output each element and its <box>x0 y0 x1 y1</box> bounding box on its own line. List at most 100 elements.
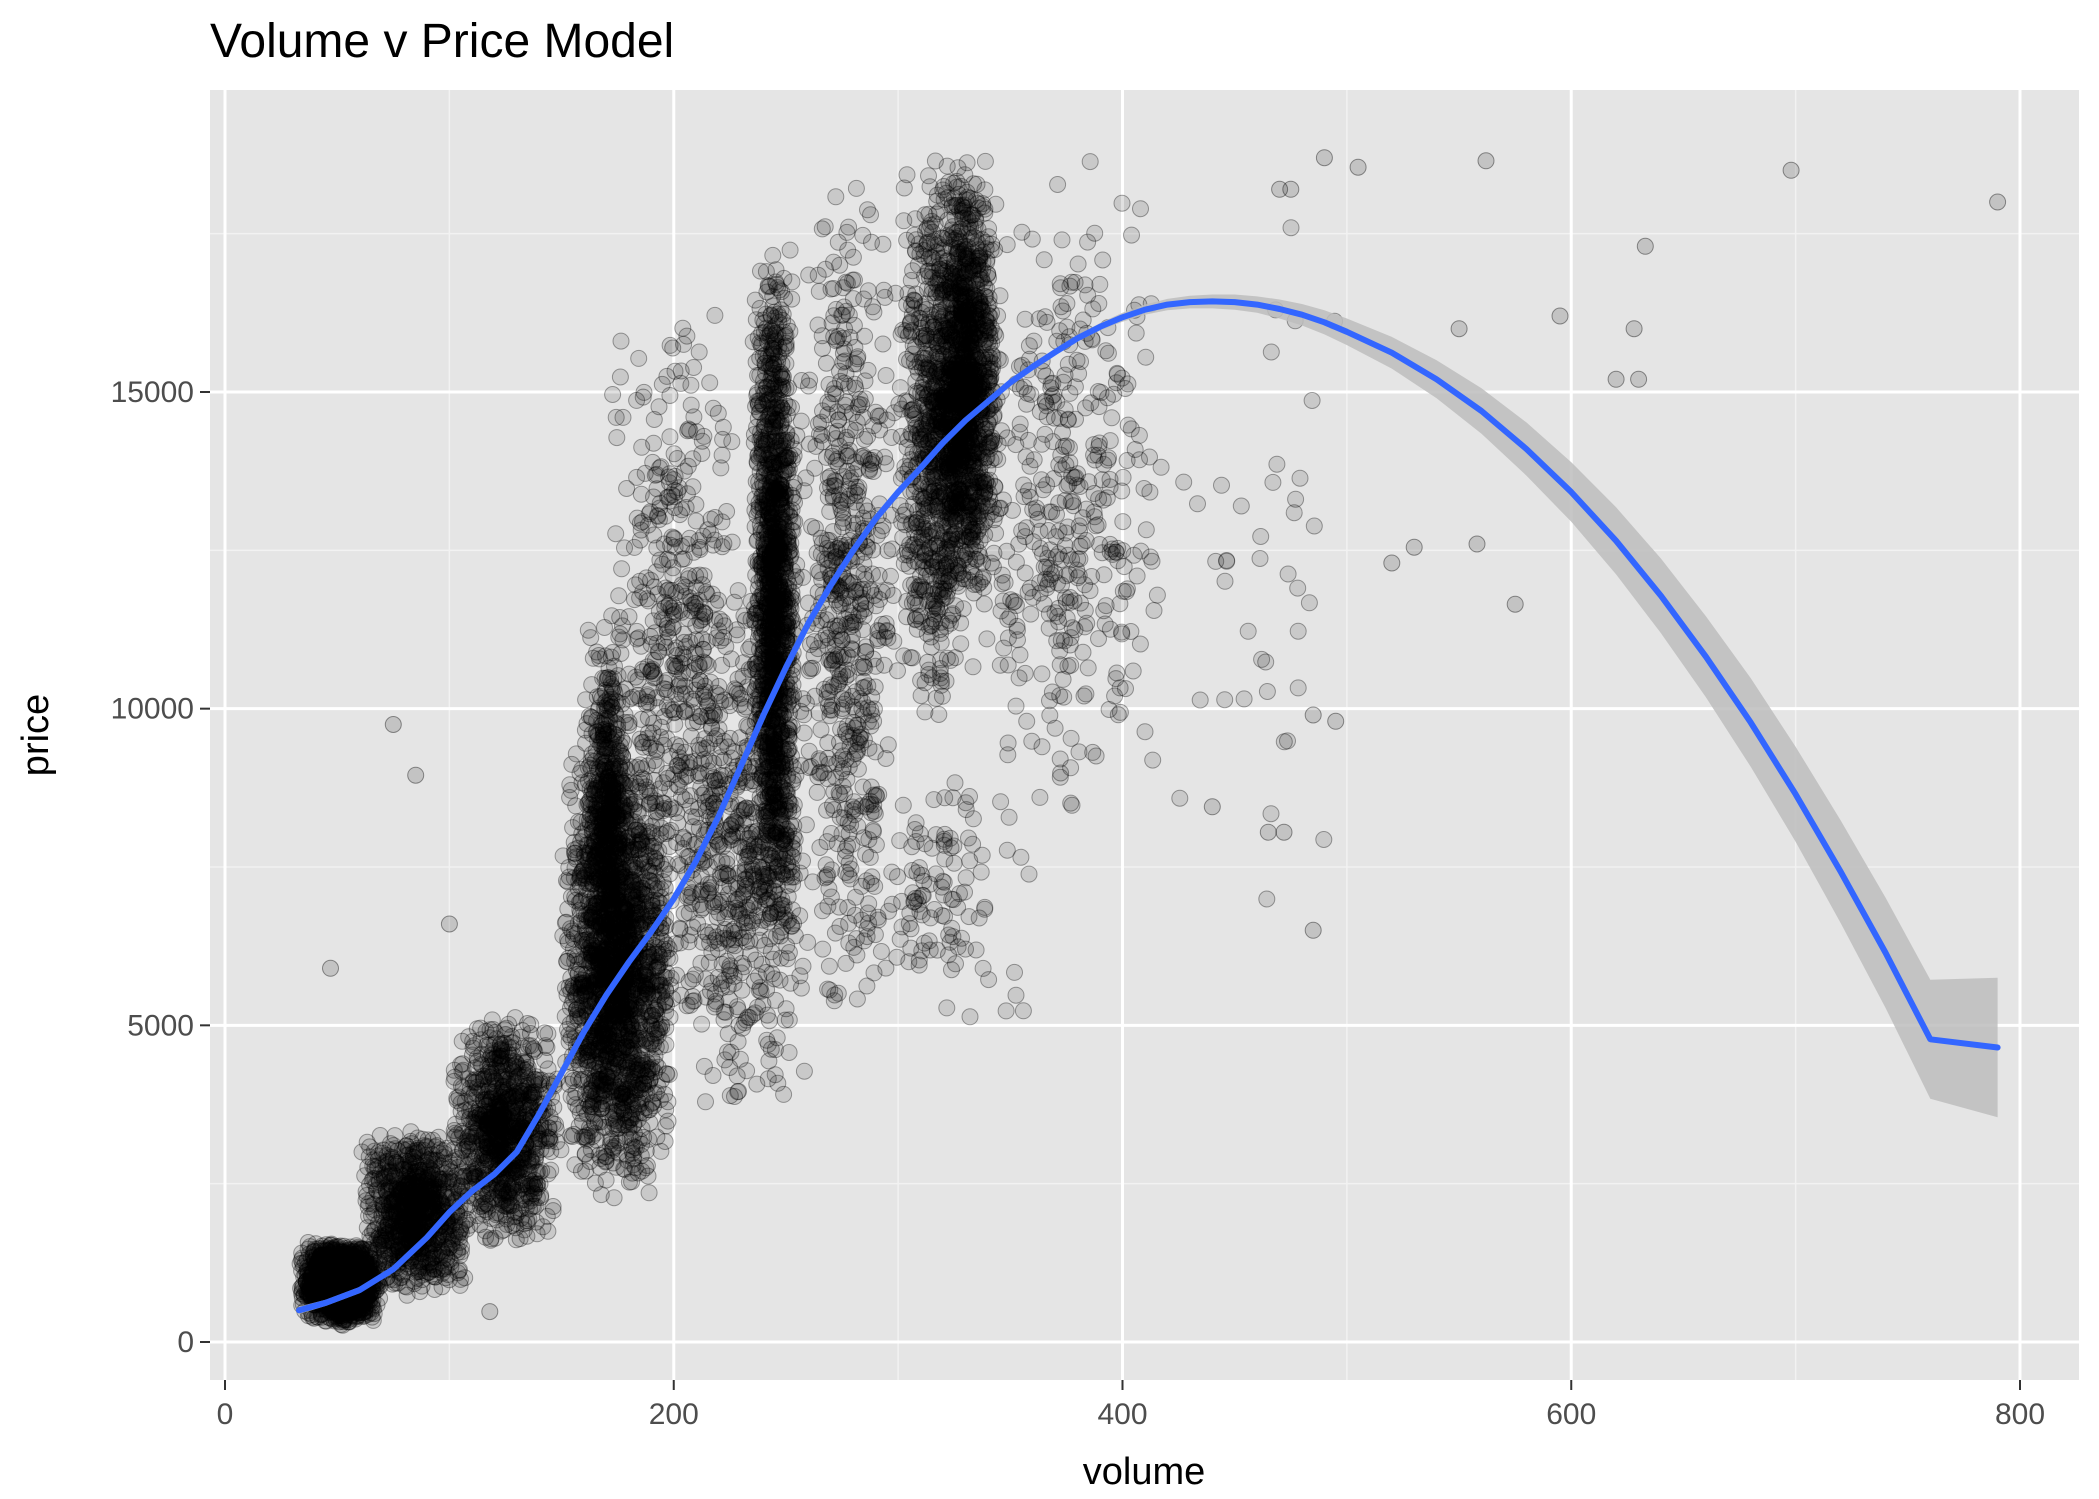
data-point <box>331 1305 349 1323</box>
data-point <box>346 1303 364 1321</box>
data-point <box>335 1254 353 1271</box>
data-point <box>328 1275 346 1293</box>
data-point <box>507 1055 525 1073</box>
data-point <box>336 1265 354 1283</box>
data-point <box>460 1133 478 1151</box>
data-point <box>633 1135 651 1153</box>
data-point <box>308 1269 326 1286</box>
data-point <box>402 1132 420 1150</box>
data-point <box>325 1303 343 1321</box>
data-point <box>475 1205 493 1223</box>
data-point <box>361 1261 379 1279</box>
data-point <box>481 1093 498 1111</box>
data-point <box>460 1085 478 1103</box>
data-point <box>322 1252 340 1269</box>
data-point <box>419 1131 437 1149</box>
data-point <box>324 1261 342 1278</box>
data-point <box>506 1214 524 1232</box>
data-point <box>358 1254 376 1272</box>
data-point <box>323 1269 341 1287</box>
data-point <box>334 1303 352 1321</box>
data-point <box>339 1273 357 1291</box>
data-point <box>350 1304 368 1322</box>
data-point <box>656 1133 674 1150</box>
data-point <box>311 1259 329 1277</box>
data-point <box>334 1254 351 1271</box>
data-point <box>445 1072 463 1090</box>
data-point <box>492 1050 509 1068</box>
data-point <box>419 1254 437 1271</box>
data-point <box>453 1032 471 1050</box>
data-point <box>645 1025 663 1043</box>
data-point <box>327 1254 345 1272</box>
data-point <box>340 1304 358 1322</box>
data-point <box>331 1269 349 1287</box>
data-point <box>322 1276 340 1293</box>
data-point <box>349 1303 367 1321</box>
data-point <box>501 1107 519 1125</box>
data-point <box>322 1244 340 1262</box>
data-point <box>300 1273 317 1291</box>
data-point <box>339 1252 357 1270</box>
data-point <box>498 1197 516 1215</box>
data-point <box>564 1072 582 1090</box>
data-point <box>319 1264 337 1282</box>
data-point <box>330 1273 348 1291</box>
data-point <box>344 1265 362 1283</box>
data-point <box>347 1300 365 1318</box>
data-point <box>354 1241 372 1259</box>
data-point <box>319 1274 337 1292</box>
data-point <box>331 1255 349 1273</box>
data-point <box>351 1262 369 1280</box>
data-point <box>502 1179 520 1197</box>
data-point <box>325 1312 343 1330</box>
data-point <box>316 1270 334 1288</box>
data-point <box>324 1264 342 1282</box>
data-point <box>325 1277 343 1295</box>
data-point <box>657 1065 675 1083</box>
data-point <box>390 1239 408 1257</box>
data-point <box>356 1299 374 1317</box>
data-point <box>333 1257 351 1274</box>
data-point <box>331 1307 349 1325</box>
data-point <box>326 1279 343 1297</box>
data-point <box>336 1245 354 1263</box>
data-point <box>479 1150 497 1168</box>
data-point <box>444 1183 462 1201</box>
data-point <box>358 1264 376 1282</box>
data-point <box>478 1129 496 1147</box>
data-point <box>566 946 584 964</box>
data-point <box>310 1251 328 1269</box>
data-point <box>364 1251 381 1269</box>
data-point <box>638 1157 656 1174</box>
data-point <box>312 1246 330 1264</box>
data-point <box>328 1307 346 1325</box>
data-point <box>640 1184 658 1202</box>
data-point <box>304 1276 322 1294</box>
data-point <box>342 1263 360 1281</box>
data-point <box>592 1186 610 1204</box>
data-point <box>374 1196 392 1214</box>
data-point <box>312 1281 330 1298</box>
data-point <box>340 1257 358 1275</box>
data-point <box>577 1162 595 1180</box>
data-point <box>392 1166 410 1184</box>
data-point <box>493 1068 511 1086</box>
scatter-points <box>291 149 2007 1334</box>
data-point <box>597 1171 615 1189</box>
data-point <box>295 1286 313 1304</box>
data-point <box>384 1221 402 1239</box>
data-point <box>597 1148 615 1165</box>
data-point <box>325 1275 343 1293</box>
data-point <box>337 1274 354 1292</box>
data-point <box>315 1276 332 1294</box>
data-point <box>326 1263 344 1281</box>
data-point <box>332 1268 350 1286</box>
data-point <box>537 1037 555 1055</box>
data-point <box>331 1260 349 1278</box>
data-point <box>456 1269 474 1287</box>
data-point <box>482 1231 500 1249</box>
data-point <box>337 1244 355 1262</box>
data-point <box>623 1173 641 1191</box>
